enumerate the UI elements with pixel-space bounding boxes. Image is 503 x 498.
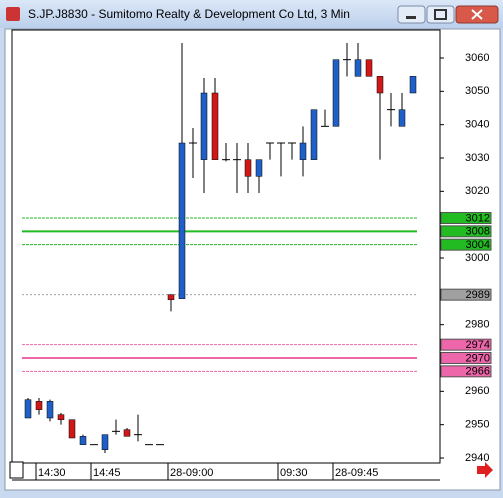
candle-body <box>354 59 362 77</box>
candle-body <box>376 76 384 94</box>
candle-body <box>211 92 219 160</box>
candle-body <box>35 401 43 410</box>
app-icon <box>6 7 20 21</box>
y-tick-label: 2950 <box>465 419 489 431</box>
candle-body <box>178 142 186 299</box>
candle-body <box>310 109 318 160</box>
candle-body <box>24 399 32 419</box>
window-title: S.JP.J8830 - Sumitomo Realty & Developme… <box>28 7 350 21</box>
minimize-icon <box>406 16 416 19</box>
y-tick-label: 2960 <box>465 385 489 397</box>
candle-body <box>46 401 54 419</box>
y-tick-label: 3060 <box>465 52 489 64</box>
candle-body <box>255 159 263 177</box>
level-label: 3012 <box>466 212 490 224</box>
candle-body <box>365 59 373 77</box>
level-label: 3004 <box>466 239 490 251</box>
close-icon <box>471 9 483 20</box>
candle-body <box>299 142 307 160</box>
candle-body <box>123 429 131 437</box>
y-tick-label: 3020 <box>465 185 489 197</box>
y-tick-label: 2940 <box>465 452 489 464</box>
level-label-box <box>440 338 492 351</box>
y-tick-label: 3040 <box>465 119 489 131</box>
y-tick-label: 3000 <box>465 252 489 264</box>
plot-area <box>11 29 441 464</box>
level-label-box <box>440 365 492 378</box>
level-label-box <box>440 212 492 224</box>
candle-body <box>68 419 76 439</box>
scroll-arrow[interactable] <box>477 462 493 478</box>
level-label: 2970 <box>466 352 490 364</box>
x-tick-label: 28-09:45 <box>335 467 378 479</box>
candle-body <box>79 436 87 445</box>
chart: 2940 2950 2960 2980 3000 3020 3030 3040 3050 3060… <box>22 43 492 480</box>
candle-body <box>101 434 109 450</box>
candle-body <box>409 76 417 94</box>
x-tick-label: 28-09:00 <box>170 467 213 479</box>
scroll-box[interactable] <box>9 461 24 479</box>
candle-body <box>332 59 340 127</box>
candle-body <box>167 294 175 300</box>
x-tick-label: 09:30 <box>280 467 308 479</box>
level-label-box <box>440 225 492 238</box>
y-tick-label: 2980 <box>465 319 489 331</box>
level-label: 2989 <box>466 289 490 301</box>
candle-body <box>398 109 406 127</box>
level-label-box <box>440 352 492 364</box>
level-label: 2966 <box>466 366 490 378</box>
level-label-box <box>440 238 492 251</box>
candle-body <box>57 414 65 420</box>
window-buttons[interactable] <box>397 5 499 24</box>
maximize-icon <box>434 9 447 20</box>
level-label-box <box>440 288 492 301</box>
x-tick-label: 14:30 <box>38 467 66 479</box>
x-tick-label: 14:45 <box>93 467 121 479</box>
level-label: 3008 <box>466 226 490 238</box>
y-tick-label: 3050 <box>465 85 489 97</box>
candle-body <box>200 92 208 160</box>
y-tick-label: 3030 <box>465 152 489 164</box>
candle-body <box>244 159 252 177</box>
maximize-button[interactable] <box>426 5 455 24</box>
minimize-button[interactable] <box>397 5 426 24</box>
level-label: 2974 <box>466 339 490 351</box>
